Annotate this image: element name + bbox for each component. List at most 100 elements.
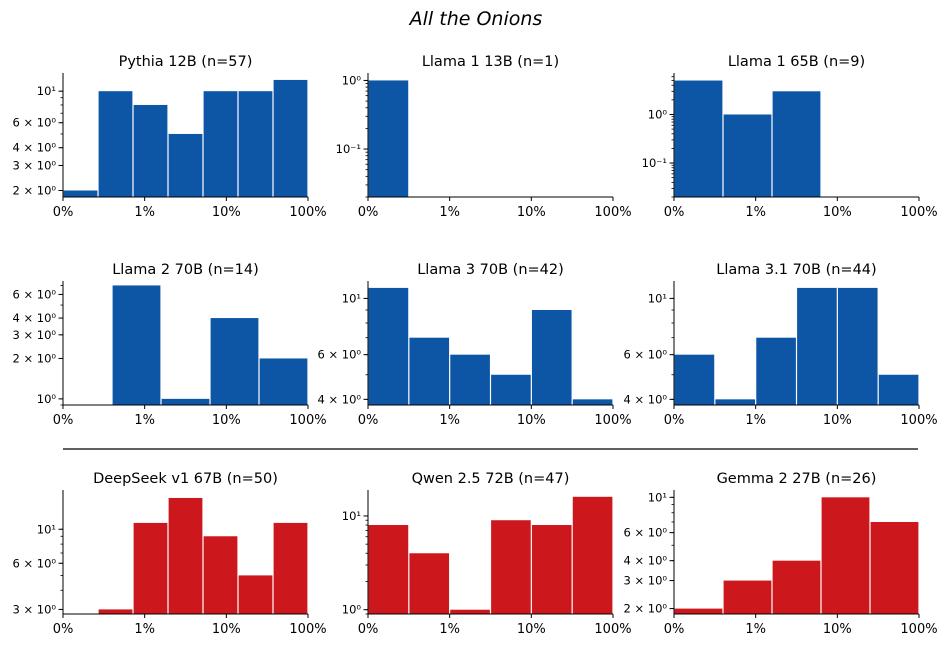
y-tick-label: 4 × 10⁰	[623, 392, 667, 406]
y-tick-label: 10¹	[648, 490, 667, 504]
histogram-bar	[491, 374, 531, 405]
chart-title: Llama 3.1 70B (n=44)	[716, 262, 876, 278]
histogram-bar	[772, 91, 821, 197]
x-tick-label: 10%	[517, 622, 546, 637]
histogram-bar	[723, 580, 772, 614]
y-tick-label: 10¹	[342, 509, 361, 523]
y-tick-label: 3 × 10⁰	[623, 574, 667, 588]
histogram-bar	[168, 133, 203, 197]
y-tick-label: 6 × 10⁰	[623, 348, 667, 362]
y-tick-label: 3 × 10⁰	[12, 328, 56, 342]
figure-title: All the Onions	[408, 8, 543, 30]
chart-title: Llama 2 70B (n=14)	[112, 262, 259, 278]
y-tick-label: 6 × 10⁰	[317, 348, 361, 362]
y-tick-label: 10⁰	[37, 392, 57, 406]
x-tick-label: 10%	[517, 205, 546, 220]
histogram-bar	[674, 354, 715, 405]
y-tick-label: 6 × 10⁰	[12, 116, 56, 130]
y-tick-label: 4 × 10⁰	[12, 141, 56, 155]
x-tick-label: 100%	[289, 413, 326, 428]
histogram-bar	[409, 553, 450, 614]
y-tick-label: 3 × 10⁰	[12, 602, 56, 616]
y-tick-label: 6 × 10⁰	[12, 556, 56, 570]
histogram-bar	[821, 497, 870, 614]
x-tick-label: 0%	[358, 413, 379, 428]
x-tick-label: 100%	[900, 205, 937, 220]
histogram-bar	[161, 398, 210, 405]
y-tick-label: 4 × 10⁰	[317, 392, 361, 406]
histogram-bar	[409, 337, 450, 405]
histogram-bar	[797, 287, 837, 405]
x-tick-label: 0%	[664, 622, 685, 637]
y-tick-label: 10¹	[37, 522, 56, 536]
histogram-bar	[133, 104, 168, 197]
x-tick-label: 100%	[289, 205, 326, 220]
histogram-bar	[273, 522, 308, 614]
y-tick-label: 6 × 10⁰	[12, 287, 56, 301]
x-tick-label: 10%	[212, 413, 241, 428]
chart-title: Qwen 2.5 72B (n=47)	[412, 471, 570, 487]
panels: Pythia 12B (n=57) 2 × 10⁰ 3 × 10⁰ 4 × 10⁰ 6 …	[12, 54, 937, 637]
x-tick-label: 100%	[594, 413, 631, 428]
x-tick-label: 1%	[439, 622, 460, 637]
histogram-bar	[238, 91, 273, 197]
chart-panel-7: DeepSeek v1 67B (n=50) 3 × 10⁰ 6 × 10⁰ 10¹ 0…	[12, 471, 326, 637]
histogram-bar	[572, 496, 613, 614]
x-tick-label: 1%	[745, 205, 766, 220]
y-tick-label: 10¹	[342, 291, 361, 305]
x-tick-label: 100%	[900, 622, 937, 637]
chart-title: Llama 3 70B (n=42)	[417, 262, 564, 278]
histogram-bar	[98, 91, 133, 197]
y-tick-label: 4 × 10⁰	[12, 311, 56, 325]
chart-title: Pythia 12B (n=57)	[119, 54, 253, 70]
x-tick-label: 10%	[823, 413, 852, 428]
x-tick-label: 0%	[664, 413, 685, 428]
histogram-bar	[772, 560, 821, 614]
y-tick-label: 10⁰	[342, 603, 362, 617]
x-tick-label: 0%	[358, 205, 379, 220]
x-tick-label: 1%	[745, 413, 766, 428]
histogram-bar	[368, 525, 409, 614]
x-tick-label: 1%	[439, 413, 460, 428]
chart-panel-2: Llama 1 13B (n=1) 10⁻¹ 10⁰ 0% 1% 10% 100%	[336, 54, 632, 220]
y-tick-label: 10⁻¹	[642, 156, 667, 170]
chart-title: Llama 1 65B (n=9)	[728, 54, 865, 70]
y-tick-label: 10⁰	[342, 73, 362, 87]
chart-panel-8: Qwen 2.5 72B (n=47) 10⁰ 10¹ 0% 1% 10% 100%	[342, 471, 632, 637]
x-tick-label: 1%	[134, 413, 155, 428]
chart-panel-4: Llama 2 70B (n=14) 10⁰ 2 × 10⁰ 3 × 10⁰ 4 × 1…	[12, 262, 326, 428]
x-tick-label: 10%	[212, 205, 241, 220]
histogram-bar	[203, 91, 238, 197]
histogram-bar	[756, 337, 796, 405]
histogram-bar	[491, 520, 531, 614]
chart-title: Gemma 2 27B (n=26)	[717, 471, 877, 487]
histogram-bar	[715, 399, 756, 405]
x-tick-label: 100%	[289, 622, 326, 637]
histogram-bar	[870, 521, 919, 614]
y-tick-label: 10¹	[648, 291, 667, 305]
histogram-bar	[450, 354, 490, 405]
y-tick-label: 6 × 10⁰	[623, 526, 667, 540]
chart-panel-9: Gemma 2 27B (n=26) 2 × 10⁰ 3 × 10⁰ 4 × 10⁰ 6…	[623, 471, 937, 637]
y-tick-label: 10⁻¹	[336, 142, 361, 156]
histogram-bar	[531, 525, 572, 614]
chart-panel-1: Pythia 12B (n=57) 2 × 10⁰ 3 × 10⁰ 4 × 10⁰ 6 …	[12, 54, 326, 220]
chart-panel-6: Llama 3.1 70B (n=44) 4 × 10⁰ 6 × 10⁰ 10¹ 0% 1…	[623, 262, 937, 428]
histogram-bar	[168, 497, 203, 614]
chart-panel-3: Llama 1 65B (n=9) 10⁻¹ 10⁰ 0% 1% 10% 100%	[642, 54, 938, 220]
x-tick-label: 1%	[439, 205, 460, 220]
chart-title: Llama 1 13B (n=1)	[422, 54, 559, 70]
x-tick-label: 10%	[823, 622, 852, 637]
histogram-bar	[878, 374, 919, 405]
x-tick-label: 100%	[594, 205, 631, 220]
histogram-bar	[259, 358, 308, 405]
x-tick-label: 0%	[358, 622, 379, 637]
y-tick-label: 2 × 10⁰	[12, 183, 56, 197]
histogram-bar	[98, 609, 133, 614]
chart-panel-5: Llama 3 70B (n=42) 4 × 10⁰ 6 × 10⁰ 10¹ 0% 1% 1…	[317, 262, 631, 428]
y-tick-label: 2 × 10⁰	[623, 602, 667, 616]
y-tick-label: 10⁰	[648, 107, 668, 121]
histogram-bar	[531, 310, 572, 405]
y-tick-label: 2 × 10⁰	[12, 351, 56, 365]
